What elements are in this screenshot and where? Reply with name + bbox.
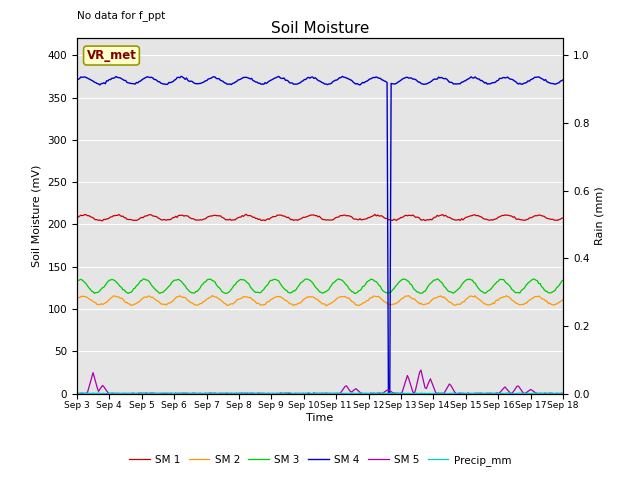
X-axis label: Time: Time (307, 413, 333, 423)
SM 3 (535, 281, 543, 287)
Line: SM 3: SM 3 (77, 279, 563, 294)
SM 3 (236, 277, 243, 283)
SM 2 (209, 293, 216, 299)
SM 2 (236, 296, 243, 302)
SM 2 (73, 296, 81, 302)
Line: Precip_mm: Precip_mm (77, 393, 563, 394)
Legend: SM 1, SM 2, SM 3, SM 4, SM 5, Precip_mm: SM 1, SM 2, SM 3, SM 4, SM 5, Precip_mm (125, 451, 515, 470)
Y-axis label: Soil Moisture (mV): Soil Moisture (mV) (32, 165, 42, 267)
Y-axis label: Rain (mm): Rain (mm) (595, 187, 605, 245)
SM 2 (535, 293, 543, 299)
Precip_mm (535, 391, 543, 396)
SM 1 (220, 215, 227, 221)
Precip_mm (406, 391, 414, 396)
Precip_mm (218, 390, 226, 396)
SM 4 (177, 73, 185, 79)
SM 4 (73, 77, 81, 83)
Text: VR_met: VR_met (86, 49, 136, 62)
SM 3 (335, 276, 342, 282)
SM 1 (243, 211, 250, 217)
SM 4 (287, 80, 294, 86)
SM 4 (236, 77, 243, 83)
SM 5 (236, 391, 243, 396)
Title: Soil Moisture: Soil Moisture (271, 21, 369, 36)
SM 4 (385, 391, 392, 396)
SM 1 (289, 216, 296, 222)
Precip_mm (285, 390, 293, 396)
Precip_mm (132, 391, 140, 396)
SM 4 (220, 79, 227, 84)
SM 2 (220, 300, 227, 305)
Line: SM 5: SM 5 (77, 370, 563, 394)
SM 5 (132, 391, 140, 396)
SM 1 (236, 214, 243, 220)
SM 5 (73, 391, 81, 396)
SM 5 (559, 391, 567, 396)
SM 4 (559, 77, 567, 83)
SM 1 (134, 217, 141, 223)
SM 3 (73, 277, 81, 283)
Precip_mm (559, 391, 567, 396)
Text: No data for f_ppt: No data for f_ppt (77, 10, 165, 21)
SM 5 (535, 391, 543, 396)
SM 3 (559, 277, 567, 283)
Line: SM 4: SM 4 (77, 76, 563, 394)
Precip_mm (234, 391, 242, 396)
SM 1 (245, 213, 253, 218)
SM 3 (132, 283, 140, 288)
SM 5 (158, 391, 166, 396)
SM 4 (132, 80, 140, 85)
SM 1 (73, 215, 81, 220)
SM 1 (535, 212, 543, 218)
SM 5 (220, 391, 227, 396)
Line: SM 1: SM 1 (77, 214, 563, 221)
SM 2 (559, 297, 567, 302)
SM 4 (244, 75, 252, 81)
Line: SM 2: SM 2 (77, 296, 563, 306)
SM 4 (535, 74, 543, 80)
SM 3 (287, 290, 294, 296)
SM 2 (287, 301, 294, 307)
SM 5 (417, 367, 425, 373)
SM 3 (218, 288, 226, 294)
SM 5 (244, 391, 252, 396)
SM 5 (287, 391, 294, 396)
SM 2 (244, 294, 252, 300)
Precip_mm (243, 390, 250, 396)
SM 3 (244, 280, 252, 286)
Precip_mm (287, 390, 294, 396)
Precip_mm (73, 390, 81, 396)
SM 2 (323, 303, 330, 309)
SM 2 (132, 300, 140, 306)
SM 1 (559, 215, 567, 221)
SM 1 (99, 218, 106, 224)
SM 3 (222, 291, 230, 297)
